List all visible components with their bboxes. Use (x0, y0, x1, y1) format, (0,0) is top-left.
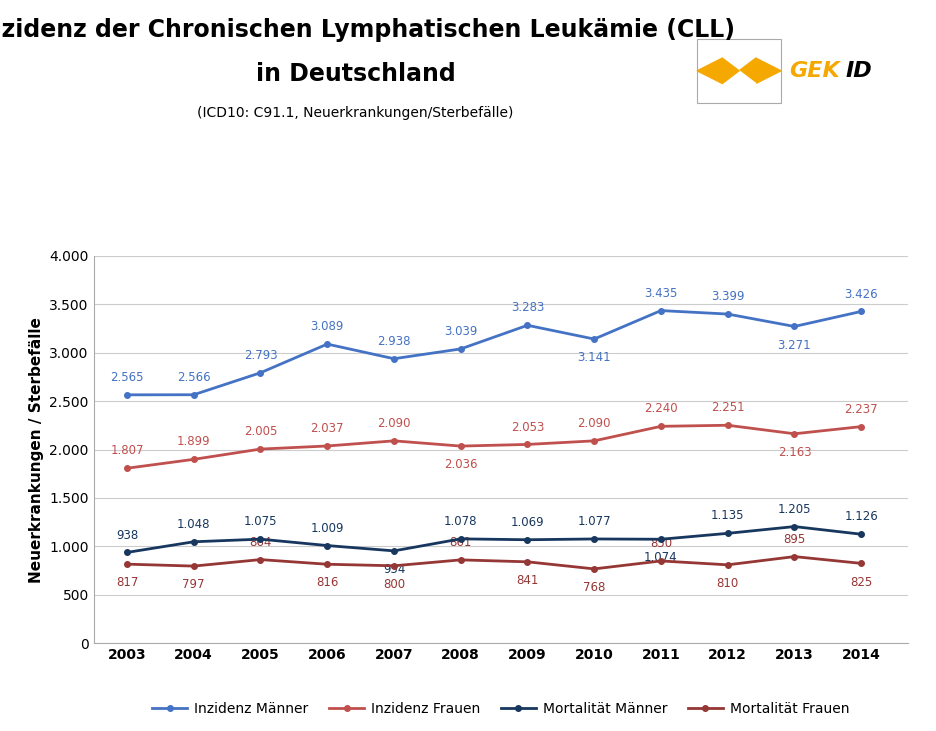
Text: 1.075: 1.075 (243, 515, 277, 529)
Text: 800: 800 (383, 578, 405, 591)
Text: 3.141: 3.141 (578, 352, 611, 364)
Legend: Inzidenz Männer, Inzidenz Frauen, Mortalität Männer, Mortalität Frauen: Inzidenz Männer, Inzidenz Frauen, Mortal… (147, 697, 855, 721)
Text: 954: 954 (383, 563, 405, 576)
Text: 2.090: 2.090 (377, 417, 411, 430)
Polygon shape (697, 58, 739, 83)
Text: 850: 850 (650, 537, 672, 550)
Text: 817: 817 (116, 576, 139, 589)
Text: 2.163: 2.163 (778, 446, 812, 459)
Text: 1.899: 1.899 (177, 436, 211, 448)
Text: 3.271: 3.271 (778, 338, 812, 352)
Text: 2.240: 2.240 (644, 403, 678, 415)
Text: in Deutschland: in Deutschland (256, 62, 456, 86)
Text: 1.807: 1.807 (110, 444, 144, 458)
Text: 2.037: 2.037 (311, 422, 344, 435)
Polygon shape (739, 58, 781, 83)
Text: 938: 938 (116, 529, 139, 542)
Text: 861: 861 (449, 536, 472, 549)
Text: 1.205: 1.205 (778, 503, 812, 515)
Text: 3.426: 3.426 (844, 287, 878, 300)
Text: 1.048: 1.048 (177, 518, 211, 531)
Text: GEK: GEK (789, 61, 840, 81)
Text: 864: 864 (249, 536, 271, 549)
Text: 3.039: 3.039 (444, 325, 477, 338)
Text: 3.435: 3.435 (644, 287, 678, 300)
Text: 2.005: 2.005 (243, 425, 277, 438)
Text: 3.089: 3.089 (311, 320, 344, 333)
Text: 2.793: 2.793 (243, 349, 277, 362)
Text: ID: ID (845, 61, 872, 81)
Text: 2.565: 2.565 (110, 371, 144, 384)
FancyBboxPatch shape (697, 39, 781, 102)
Polygon shape (697, 39, 756, 71)
Text: 2.053: 2.053 (511, 420, 544, 433)
Y-axis label: Neuerkrankungen / Sterbefälle: Neuerkrankungen / Sterbefälle (29, 317, 44, 583)
Text: 825: 825 (850, 575, 872, 588)
Text: Inzidenz der Chronischen Lymphatischen Leukämie (CLL): Inzidenz der Chronischen Lymphatischen L… (0, 18, 735, 42)
Text: 1.009: 1.009 (311, 522, 344, 534)
Text: 2.090: 2.090 (578, 417, 611, 430)
Text: 1.078: 1.078 (444, 515, 477, 528)
Text: 2.251: 2.251 (710, 401, 744, 414)
Text: 797: 797 (183, 578, 205, 591)
Text: 3.399: 3.399 (711, 290, 744, 303)
Text: 841: 841 (517, 574, 538, 587)
Text: 768: 768 (583, 581, 606, 594)
Text: 810: 810 (717, 577, 739, 590)
Text: 816: 816 (316, 577, 339, 589)
Text: 2.566: 2.566 (177, 371, 211, 384)
Text: 1.077: 1.077 (578, 515, 611, 528)
Text: 1.069: 1.069 (511, 516, 544, 529)
Polygon shape (723, 71, 756, 102)
Text: 1.074: 1.074 (644, 551, 678, 564)
Text: 3.283: 3.283 (511, 301, 544, 314)
Text: 2.237: 2.237 (844, 403, 878, 416)
Text: 895: 895 (783, 533, 806, 546)
Text: 1.135: 1.135 (711, 510, 744, 523)
Text: 2.938: 2.938 (377, 335, 411, 348)
Text: 2.036: 2.036 (444, 458, 477, 471)
Text: (ICD10: C91.1, Neuerkrankungen/Sterbefälle): (ICD10: C91.1, Neuerkrankungen/Sterbefäl… (197, 106, 514, 120)
Text: 1.126: 1.126 (844, 510, 878, 523)
